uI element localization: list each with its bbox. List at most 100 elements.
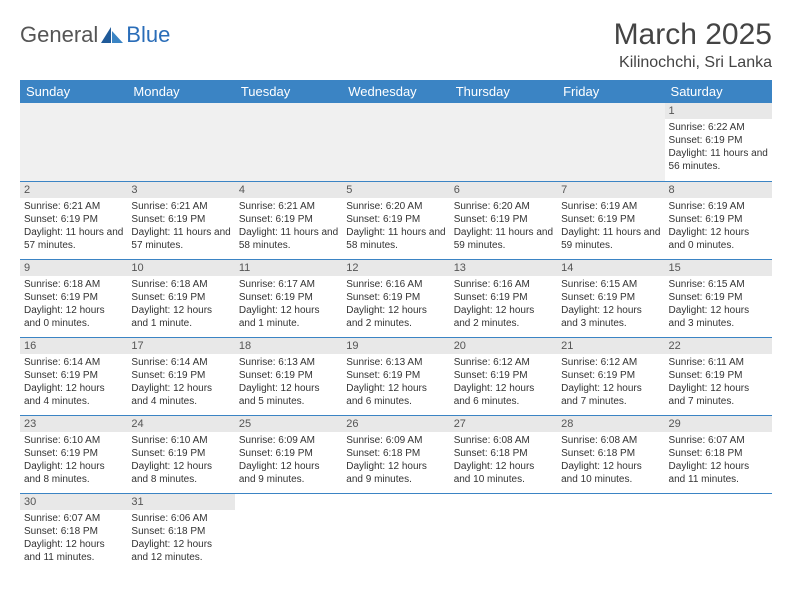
day-content: Sunrise: 6:07 AMSunset: 6:18 PMDaylight:… <box>20 510 127 568</box>
logo-text-1: General <box>20 22 98 48</box>
sunset-text: Sunset: 6:18 PM <box>24 525 123 538</box>
calendar-cell <box>235 103 342 181</box>
sunrise-text: Sunrise: 6:18 AM <box>24 278 123 291</box>
sunset-text: Sunset: 6:19 PM <box>669 369 768 382</box>
day-content: Sunrise: 6:20 AMSunset: 6:19 PMDaylight:… <box>342 198 449 256</box>
daylight-text: Daylight: 12 hours and 6 minutes. <box>346 382 445 408</box>
day-content: Sunrise: 6:06 AMSunset: 6:18 PMDaylight:… <box>127 510 234 568</box>
sunrise-text: Sunrise: 6:07 AM <box>669 434 768 447</box>
day-number: 26 <box>342 416 449 432</box>
day-content: Sunrise: 6:18 AMSunset: 6:19 PMDaylight:… <box>127 276 234 334</box>
calendar-cell: 9Sunrise: 6:18 AMSunset: 6:19 PMDaylight… <box>20 259 127 337</box>
daylight-text: Daylight: 12 hours and 0 minutes. <box>24 304 123 330</box>
header: General Blue March 2025 Kilinochchi, Sri… <box>20 18 772 72</box>
sunset-text: Sunset: 6:19 PM <box>24 447 123 460</box>
day-content: Sunrise: 6:10 AMSunset: 6:19 PMDaylight:… <box>127 432 234 490</box>
daylight-text: Daylight: 12 hours and 9 minutes. <box>239 460 338 486</box>
daylight-text: Daylight: 11 hours and 58 minutes. <box>346 226 445 252</box>
calendar-cell: 3Sunrise: 6:21 AMSunset: 6:19 PMDaylight… <box>127 181 234 259</box>
calendar-cell: 27Sunrise: 6:08 AMSunset: 6:18 PMDayligh… <box>450 415 557 493</box>
day-number: 19 <box>342 338 449 354</box>
sunset-text: Sunset: 6:19 PM <box>561 369 660 382</box>
calendar-cell: 16Sunrise: 6:14 AMSunset: 6:19 PMDayligh… <box>20 337 127 415</box>
sunset-text: Sunset: 6:19 PM <box>669 134 768 147</box>
sunset-text: Sunset: 6:19 PM <box>346 369 445 382</box>
sunrise-text: Sunrise: 6:12 AM <box>454 356 553 369</box>
logo-text-2: Blue <box>126 22 170 48</box>
calendar-cell: 17Sunrise: 6:14 AMSunset: 6:19 PMDayligh… <box>127 337 234 415</box>
sunrise-text: Sunrise: 6:09 AM <box>239 434 338 447</box>
day-number: 8 <box>665 182 772 198</box>
weekday-header: Saturday <box>665 80 772 103</box>
day-content: Sunrise: 6:14 AMSunset: 6:19 PMDaylight:… <box>20 354 127 412</box>
day-number: 2 <box>20 182 127 198</box>
weekday-header: Wednesday <box>342 80 449 103</box>
sunset-text: Sunset: 6:19 PM <box>454 369 553 382</box>
calendar-cell: 7Sunrise: 6:19 AMSunset: 6:19 PMDaylight… <box>557 181 664 259</box>
day-number: 10 <box>127 260 234 276</box>
weekday-header: Friday <box>557 80 664 103</box>
day-number: 18 <box>235 338 342 354</box>
location: Kilinochchi, Sri Lanka <box>614 54 772 72</box>
sunrise-text: Sunrise: 6:08 AM <box>561 434 660 447</box>
day-content: Sunrise: 6:08 AMSunset: 6:18 PMDaylight:… <box>450 432 557 490</box>
sunset-text: Sunset: 6:19 PM <box>131 291 230 304</box>
day-content: Sunrise: 6:12 AMSunset: 6:19 PMDaylight:… <box>450 354 557 412</box>
day-number: 17 <box>127 338 234 354</box>
calendar-cell: 14Sunrise: 6:15 AMSunset: 6:19 PMDayligh… <box>557 259 664 337</box>
day-number: 7 <box>557 182 664 198</box>
sunset-text: Sunset: 6:19 PM <box>131 369 230 382</box>
day-content: Sunrise: 6:09 AMSunset: 6:19 PMDaylight:… <box>235 432 342 490</box>
day-content: Sunrise: 6:09 AMSunset: 6:18 PMDaylight:… <box>342 432 449 490</box>
calendar-week: 9Sunrise: 6:18 AMSunset: 6:19 PMDaylight… <box>20 259 772 337</box>
daylight-text: Daylight: 11 hours and 59 minutes. <box>454 226 553 252</box>
day-content: Sunrise: 6:13 AMSunset: 6:19 PMDaylight:… <box>342 354 449 412</box>
daylight-text: Daylight: 12 hours and 11 minutes. <box>24 538 123 564</box>
sunrise-text: Sunrise: 6:15 AM <box>561 278 660 291</box>
sail-icon <box>101 27 123 43</box>
day-number: 25 <box>235 416 342 432</box>
sunset-text: Sunset: 6:18 PM <box>561 447 660 460</box>
daylight-text: Daylight: 12 hours and 6 minutes. <box>454 382 553 408</box>
calendar-cell <box>235 493 342 571</box>
day-content: Sunrise: 6:07 AMSunset: 6:18 PMDaylight:… <box>665 432 772 490</box>
daylight-text: Daylight: 12 hours and 2 minutes. <box>454 304 553 330</box>
sunset-text: Sunset: 6:19 PM <box>346 213 445 226</box>
calendar-cell: 1Sunrise: 6:22 AMSunset: 6:19 PMDaylight… <box>665 103 772 181</box>
day-content: Sunrise: 6:08 AMSunset: 6:18 PMDaylight:… <box>557 432 664 490</box>
day-number: 4 <box>235 182 342 198</box>
day-number: 27 <box>450 416 557 432</box>
sunrise-text: Sunrise: 6:10 AM <box>24 434 123 447</box>
sunrise-text: Sunrise: 6:14 AM <box>24 356 123 369</box>
calendar-cell: 26Sunrise: 6:09 AMSunset: 6:18 PMDayligh… <box>342 415 449 493</box>
daylight-text: Daylight: 12 hours and 5 minutes. <box>239 382 338 408</box>
day-number: 31 <box>127 494 234 510</box>
sunset-text: Sunset: 6:19 PM <box>669 291 768 304</box>
calendar-week: 1Sunrise: 6:22 AMSunset: 6:19 PMDaylight… <box>20 103 772 181</box>
calendar-cell: 11Sunrise: 6:17 AMSunset: 6:19 PMDayligh… <box>235 259 342 337</box>
sunset-text: Sunset: 6:19 PM <box>24 213 123 226</box>
logo: General Blue <box>20 18 170 48</box>
day-number: 9 <box>20 260 127 276</box>
calendar-cell <box>20 103 127 181</box>
day-number: 28 <box>557 416 664 432</box>
day-content: Sunrise: 6:12 AMSunset: 6:19 PMDaylight:… <box>557 354 664 412</box>
sunrise-text: Sunrise: 6:13 AM <box>239 356 338 369</box>
day-number: 23 <box>20 416 127 432</box>
day-content: Sunrise: 6:11 AMSunset: 6:19 PMDaylight:… <box>665 354 772 412</box>
day-content: Sunrise: 6:22 AMSunset: 6:19 PMDaylight:… <box>665 119 772 177</box>
calendar-cell: 21Sunrise: 6:12 AMSunset: 6:19 PMDayligh… <box>557 337 664 415</box>
sunset-text: Sunset: 6:19 PM <box>131 213 230 226</box>
sunrise-text: Sunrise: 6:16 AM <box>346 278 445 291</box>
sunrise-text: Sunrise: 6:22 AM <box>669 121 768 134</box>
sunset-text: Sunset: 6:19 PM <box>24 369 123 382</box>
daylight-text: Daylight: 12 hours and 9 minutes. <box>346 460 445 486</box>
sunset-text: Sunset: 6:19 PM <box>346 291 445 304</box>
calendar-cell: 28Sunrise: 6:08 AMSunset: 6:18 PMDayligh… <box>557 415 664 493</box>
day-number: 5 <box>342 182 449 198</box>
sunset-text: Sunset: 6:18 PM <box>669 447 768 460</box>
calendar-body: 1Sunrise: 6:22 AMSunset: 6:19 PMDaylight… <box>20 103 772 571</box>
day-number: 30 <box>20 494 127 510</box>
day-number: 15 <box>665 260 772 276</box>
daylight-text: Daylight: 12 hours and 1 minute. <box>131 304 230 330</box>
